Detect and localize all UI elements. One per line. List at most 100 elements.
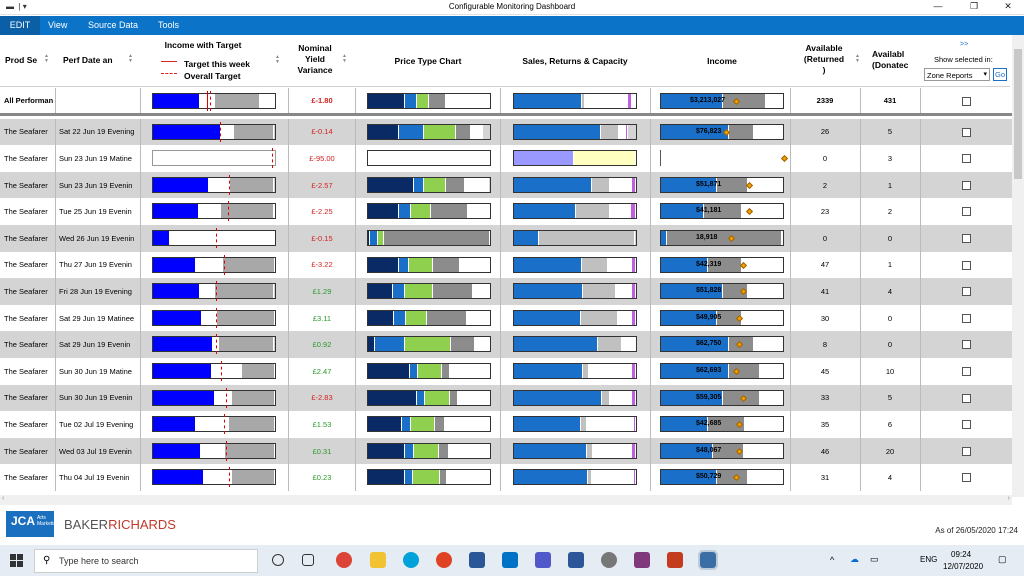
dashboard-app-icon[interactable] xyxy=(698,550,718,570)
select-checkbox[interactable] xyxy=(962,287,971,297)
column-divider xyxy=(355,411,356,438)
sales-returns-bar xyxy=(513,203,637,220)
select-checkbox[interactable] xyxy=(962,473,971,483)
sort-arrows-icon[interactable]: ▲ ▼ xyxy=(855,53,860,64)
menu-view[interactable]: View xyxy=(48,20,68,30)
column-divider xyxy=(140,88,141,113)
available-donated-cell: 431 xyxy=(883,96,897,105)
notifications-icon[interactable]: ▢ xyxy=(998,554,1007,564)
column-divider xyxy=(140,358,141,385)
select-checkbox[interactable] xyxy=(962,313,971,323)
scrollbar-thumb[interactable] xyxy=(1014,49,1022,179)
teams-icon[interactable] xyxy=(535,552,551,568)
menu-edit[interactable]: EDIT xyxy=(0,16,40,35)
income-bar xyxy=(660,176,784,193)
cortana-icon[interactable] xyxy=(272,554,284,566)
taskbar-search[interactable]: ⚲ Type here to search xyxy=(34,549,258,573)
battery-icon[interactable]: ▭ xyxy=(870,554,879,564)
vertical-scrollbar[interactable] xyxy=(1012,35,1024,497)
opera-icon[interactable] xyxy=(436,552,452,568)
column-divider xyxy=(500,437,501,465)
price-type-bar xyxy=(367,363,491,379)
window-titlebar: ▬ | ▾ Configurable Monitoring Dashboard … xyxy=(0,0,1024,15)
sort-arrows-icon[interactable]: ▲ ▼ xyxy=(342,53,347,64)
select-checkbox[interactable] xyxy=(962,340,971,350)
income-target-bar-segment xyxy=(153,310,203,325)
nyv-cell: £-2.25 xyxy=(311,207,333,217)
go-button[interactable]: Go xyxy=(993,68,1007,81)
onenote-icon[interactable] xyxy=(634,552,650,568)
column-divider xyxy=(355,118,356,146)
menu-source-data[interactable]: Source Data xyxy=(88,20,139,30)
scroll-right-icon[interactable]: › xyxy=(1007,495,1010,502)
sales-returns-bar-segment xyxy=(591,177,611,192)
column-divider xyxy=(920,358,921,385)
column-divider xyxy=(500,145,501,172)
onedrive-icon[interactable]: ☁ xyxy=(850,554,859,564)
column-divider xyxy=(355,278,356,305)
price-type-bar-segment xyxy=(433,284,473,299)
outlook-icon[interactable] xyxy=(502,552,518,568)
column-divider xyxy=(288,358,289,385)
app-icon-1[interactable] xyxy=(469,552,485,568)
income-bar xyxy=(660,230,784,246)
column-divider xyxy=(860,278,861,305)
select-checkbox[interactable] xyxy=(962,154,971,164)
file-explorer-icon[interactable] xyxy=(370,552,386,568)
clock-date[interactable]: 12/07/2020 xyxy=(943,562,984,571)
sales-returns-bar xyxy=(513,283,637,300)
sort-arrows-icon[interactable]: ▲ ▼ xyxy=(128,53,133,64)
col-header-sales-returns: Sales, Returns & Capacity xyxy=(522,56,628,66)
settings-gear-icon[interactable] xyxy=(601,552,617,568)
close-button[interactable]: ✕ xyxy=(1004,1,1012,11)
income-target-bar-segment xyxy=(232,390,275,405)
sales-returns-bar-segment xyxy=(574,151,636,166)
chrome-icon[interactable] xyxy=(336,552,352,568)
menu-tools[interactable]: Tools xyxy=(158,20,180,30)
col-header-prod[interactable]: Prod Se xyxy=(5,55,38,65)
language-indicator[interactable]: ENG xyxy=(920,555,938,564)
sales-returns-bar-segment xyxy=(632,310,636,325)
nyv-cell: £-2.57 xyxy=(311,180,333,190)
horizontal-scrollbar[interactable]: ‹ › xyxy=(0,495,1012,505)
column-divider xyxy=(500,251,501,279)
clock-time[interactable]: 09:24 xyxy=(951,550,972,559)
select-checkbox[interactable] xyxy=(962,260,971,270)
select-checkbox[interactable] xyxy=(962,446,971,456)
bakerrichards-logo: BAKERRICHARDS xyxy=(64,517,176,532)
price-type-bar-segment xyxy=(409,364,419,378)
select-checkbox[interactable] xyxy=(962,207,971,217)
available-donated-cell: 5 xyxy=(887,127,893,137)
minimize-button[interactable]: — xyxy=(933,1,943,11)
tray-chevron-up-icon[interactable]: ^ xyxy=(830,555,835,565)
task-view-icon[interactable] xyxy=(302,554,314,566)
select-checkbox[interactable] xyxy=(962,234,971,243)
select-checkbox[interactable] xyxy=(962,127,971,137)
zone-reports-select[interactable]: Zone Reports ▾ xyxy=(924,68,990,81)
income-value: $50,729 xyxy=(696,473,722,481)
maximize-button[interactable]: ❐ xyxy=(969,1,979,11)
word-icon[interactable] xyxy=(568,552,584,568)
col-header-perf-date[interactable]: Perf Date an xyxy=(63,55,113,65)
expand-columns-link[interactable]: >> xyxy=(960,41,969,48)
available-donated-cell: 0 xyxy=(887,340,893,350)
col-header-avail-ret-3: ) xyxy=(822,65,826,75)
income-bar-segment xyxy=(661,443,714,458)
select-checkbox[interactable] xyxy=(962,97,971,106)
scroll-left-icon[interactable]: ‹ xyxy=(2,495,5,502)
column-divider xyxy=(288,145,289,172)
select-checkbox[interactable] xyxy=(962,420,971,430)
sort-arrows-icon[interactable]: ▲ ▼ xyxy=(275,54,280,65)
select-checkbox[interactable] xyxy=(962,180,971,190)
price-type-bar-segment xyxy=(423,177,447,192)
cortana-app-icon[interactable] xyxy=(403,552,419,568)
select-checkbox[interactable] xyxy=(962,393,971,403)
sort-arrows-icon[interactable]: ▲ ▼ xyxy=(44,53,49,64)
income-bar xyxy=(660,123,784,140)
select-checkbox[interactable] xyxy=(962,367,971,376)
income-bar-segment xyxy=(661,470,717,485)
windows-start-icon[interactable] xyxy=(10,554,23,567)
column-divider xyxy=(920,171,921,199)
table-row: The Seafarer Sat 29 Jun 19 Evenin £0.92 $62… xyxy=(0,331,1012,358)
app-icon-2[interactable] xyxy=(667,552,683,568)
